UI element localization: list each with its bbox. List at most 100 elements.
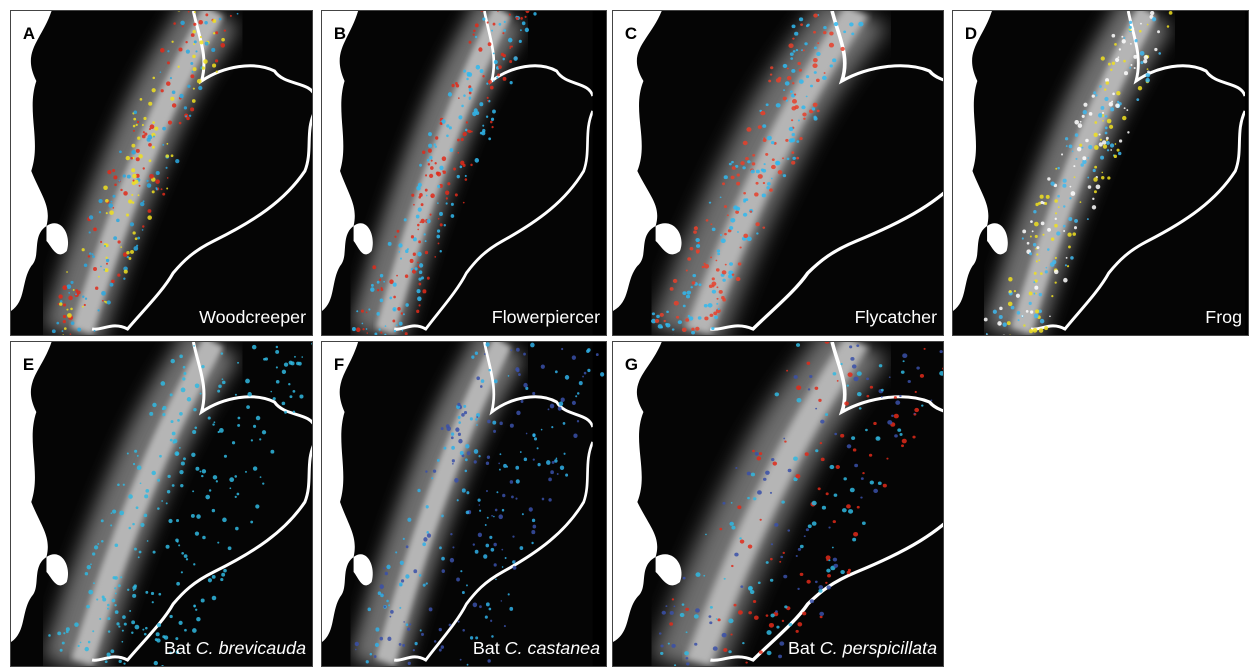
- range-dot: [137, 121, 139, 123]
- range-dot: [458, 421, 461, 424]
- range-dot: [986, 333, 988, 335]
- range-dot: [1030, 236, 1032, 238]
- range-dot: [192, 628, 197, 633]
- range-dot: [215, 31, 218, 34]
- range-dot: [765, 153, 768, 156]
- range-dot: [860, 497, 862, 499]
- range-dot: [191, 514, 195, 518]
- range-dot: [70, 281, 73, 284]
- range-dot: [118, 240, 121, 243]
- range-dot: [235, 394, 237, 396]
- range-dot: [682, 291, 686, 295]
- range-dot: [186, 117, 190, 121]
- range-dot: [458, 115, 462, 119]
- range-dot: [1093, 169, 1096, 172]
- range-dot: [710, 256, 712, 258]
- range-dot: [719, 528, 722, 531]
- range-dot: [205, 42, 209, 46]
- range-dot: [166, 167, 168, 169]
- range-dot: [399, 607, 401, 609]
- range-dot: [775, 392, 779, 396]
- range-dot: [262, 430, 266, 434]
- range-dot: [766, 561, 769, 564]
- range-dot: [903, 360, 905, 362]
- range-dot: [725, 264, 727, 266]
- range-dot: [439, 546, 442, 549]
- range-dot: [499, 469, 501, 471]
- range-dot: [1051, 237, 1055, 241]
- range-dot: [565, 474, 568, 477]
- range-dot: [745, 157, 749, 160]
- range-dot: [516, 348, 520, 352]
- range-dot: [505, 557, 507, 559]
- range-dot: [776, 626, 779, 629]
- range-dot: [804, 535, 806, 537]
- range-dot: [509, 607, 513, 611]
- range-dot: [561, 398, 565, 402]
- range-dot: [162, 406, 166, 410]
- range-dot: [866, 395, 869, 398]
- range-dot: [219, 18, 222, 21]
- range-dot: [123, 174, 126, 177]
- range-dot: [511, 495, 514, 498]
- range-dot: [182, 26, 184, 28]
- range-dot: [691, 331, 695, 335]
- range-dot: [397, 230, 400, 233]
- range-dot: [496, 76, 498, 78]
- range-dot: [1034, 222, 1039, 227]
- range-dot: [475, 418, 477, 421]
- range-dot: [814, 71, 817, 74]
- range-dot: [419, 263, 423, 267]
- range-dot: [676, 316, 679, 319]
- range-dot: [691, 328, 694, 331]
- range-dot: [193, 345, 195, 347]
- range-dot: [490, 121, 493, 124]
- range-dot: [1063, 230, 1065, 232]
- range-dot: [437, 229, 440, 232]
- range-dot: [289, 395, 292, 398]
- range-dot: [999, 315, 1003, 319]
- range-dot: [194, 427, 197, 430]
- range-dot: [750, 210, 753, 212]
- range-dot: [787, 76, 792, 80]
- map-panel: CFlycatcher: [612, 10, 944, 336]
- range-dot: [857, 506, 860, 509]
- range-dot: [1055, 218, 1057, 220]
- range-dot: [379, 279, 381, 281]
- range-dot: [778, 77, 781, 80]
- range-dot: [455, 427, 459, 431]
- range-dot: [984, 318, 988, 322]
- range-dot: [158, 593, 161, 596]
- range-dot: [1083, 110, 1087, 114]
- range-dot: [508, 38, 512, 43]
- range-dot: [465, 129, 467, 132]
- range-dot: [1157, 30, 1160, 33]
- range-dot: [1065, 137, 1068, 140]
- range-dot: [85, 647, 89, 651]
- range-dot: [115, 543, 119, 547]
- range-dot: [173, 441, 176, 444]
- range-dot: [796, 385, 801, 390]
- range-dot: [1110, 69, 1112, 71]
- range-dot: [201, 365, 204, 368]
- range-dot: [203, 59, 208, 64]
- range-dot: [77, 328, 81, 332]
- range-dot: [202, 536, 206, 540]
- range-dot: [796, 157, 799, 160]
- range-dot: [1033, 243, 1036, 246]
- range-dot: [59, 302, 62, 305]
- range-dot: [456, 84, 459, 88]
- range-dot: [372, 265, 376, 269]
- range-dot: [680, 613, 685, 617]
- range-dot: [771, 165, 776, 169]
- range-dot: [176, 540, 178, 542]
- range-dot: [201, 598, 205, 602]
- range-dot: [190, 74, 194, 78]
- range-dot: [222, 381, 226, 385]
- range-dot: [724, 175, 728, 179]
- range-dot: [178, 544, 180, 546]
- range-dot: [1152, 17, 1156, 21]
- range-dot: [1104, 97, 1108, 101]
- range-dot: [220, 43, 225, 48]
- range-dot: [152, 146, 155, 149]
